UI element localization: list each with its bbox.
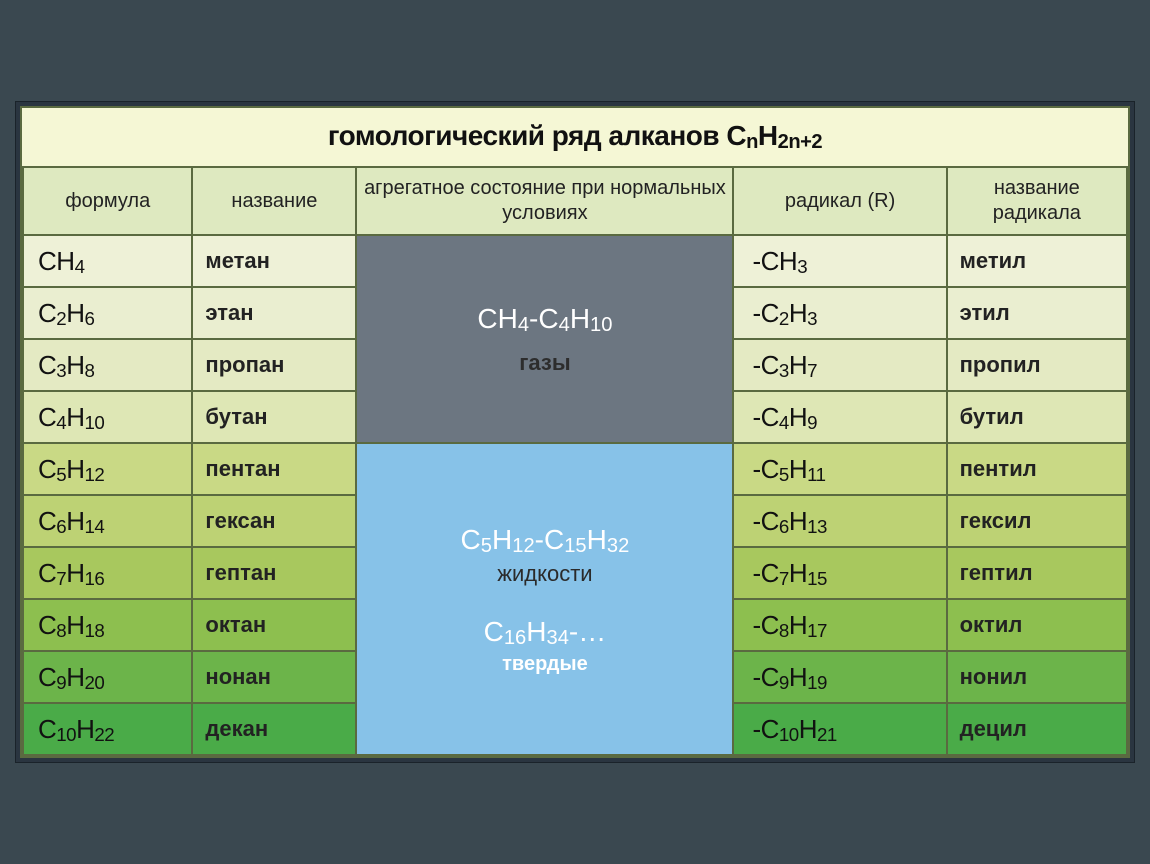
gas-label: газы bbox=[519, 350, 570, 375]
cell-formula: C7H16 bbox=[23, 547, 192, 599]
cell-name: этан bbox=[192, 287, 356, 339]
cell-radname: децил bbox=[947, 703, 1127, 755]
table-panel: гомологический ряд алканов CnH2n+2 форму… bbox=[20, 106, 1130, 758]
header-radname: название радикала bbox=[947, 167, 1127, 235]
cell-radical: -C3H7 bbox=[733, 339, 946, 391]
cell-radical: -C7H15 bbox=[733, 547, 946, 599]
cell-name: гексан bbox=[192, 495, 356, 547]
cell-formula: C2H6 bbox=[23, 287, 192, 339]
liq-label: жидкости bbox=[357, 557, 732, 591]
cell-radical: -CH3 bbox=[733, 235, 946, 287]
cell-formula: C8H18 bbox=[23, 599, 192, 651]
cell-formula: C6H14 bbox=[23, 495, 192, 547]
state-gas-content: CH4-C4H10 газы bbox=[357, 297, 732, 381]
cell-formula: C10H22 bbox=[23, 703, 192, 755]
cell-radname: гексил bbox=[947, 495, 1127, 547]
cell-radname: метил bbox=[947, 235, 1127, 287]
table-row: C5H12 пентан C5H12-C15H32 жидкости C16H3… bbox=[23, 443, 1127, 495]
cell-radname: пентил bbox=[947, 443, 1127, 495]
solid-range: C16H34-… bbox=[357, 610, 732, 653]
page-title: гомологический ряд алканов CnH2n+2 bbox=[22, 108, 1128, 166]
title-text: гомологический ряд алканов C bbox=[328, 120, 746, 151]
cell-name: нонан bbox=[192, 651, 356, 703]
table-header-row: формула название агрегатное состояние пр… bbox=[23, 167, 1127, 235]
cell-name: метан bbox=[192, 235, 356, 287]
state-liq-content: C5H12-C15H32 жидкости C16H34-… твердые bbox=[357, 518, 732, 680]
cell-formula: CH4 bbox=[23, 235, 192, 287]
cell-radical: -C6H13 bbox=[733, 495, 946, 547]
header-name: название bbox=[192, 167, 356, 235]
cell-radical: -C4H9 bbox=[733, 391, 946, 443]
gas-range: CH4-C4H10 bbox=[357, 297, 732, 340]
cell-radname: октил bbox=[947, 599, 1127, 651]
header-radical: радикал (R) bbox=[733, 167, 946, 235]
alkanes-table: формула название агрегатное состояние пр… bbox=[22, 166, 1128, 756]
cell-radname: бутил bbox=[947, 391, 1127, 443]
cell-radical: -C10H21 bbox=[733, 703, 946, 755]
gas-label-wrap: газы bbox=[519, 341, 570, 381]
liq-range: C5H12-C15H32 bbox=[357, 518, 732, 561]
cell-radname: пропил bbox=[947, 339, 1127, 391]
title-sub-n: n bbox=[746, 131, 758, 153]
cell-radname: нонил bbox=[947, 651, 1127, 703]
header-formula: формула bbox=[23, 167, 192, 235]
header-state: агрегатное состояние при нормальных усло… bbox=[356, 167, 733, 235]
cell-radical: -C9H19 bbox=[733, 651, 946, 703]
state-cell-liquids: C5H12-C15H32 жидкости C16H34-… твердые bbox=[356, 443, 733, 755]
cell-name: пропан bbox=[192, 339, 356, 391]
cell-name: пентан bbox=[192, 443, 356, 495]
title-h: H bbox=[758, 120, 778, 151]
solid-label: твердые bbox=[357, 649, 732, 680]
cell-formula: C3H8 bbox=[23, 339, 192, 391]
cell-formula: C5H12 bbox=[23, 443, 192, 495]
state-cell-gases: CH4-C4H10 газы bbox=[356, 235, 733, 443]
cell-radical: -C2H3 bbox=[733, 287, 946, 339]
cell-formula: C9H20 bbox=[23, 651, 192, 703]
outer-frame: гомологический ряд алканов CnH2n+2 форму… bbox=[15, 101, 1135, 763]
cell-name: декан bbox=[192, 703, 356, 755]
cell-name: октан bbox=[192, 599, 356, 651]
table-row: CH4 метан CH4-C4H10 газы -CH3 метил bbox=[23, 235, 1127, 287]
cell-name: бутан bbox=[192, 391, 356, 443]
cell-name: гептан bbox=[192, 547, 356, 599]
title-sub-2n2: 2n+2 bbox=[778, 131, 823, 153]
cell-formula: C4H10 bbox=[23, 391, 192, 443]
cell-radical: -C5H11 bbox=[733, 443, 946, 495]
cell-radical: -C8H17 bbox=[733, 599, 946, 651]
cell-radname: гептил bbox=[947, 547, 1127, 599]
cell-radname: этил bbox=[947, 287, 1127, 339]
